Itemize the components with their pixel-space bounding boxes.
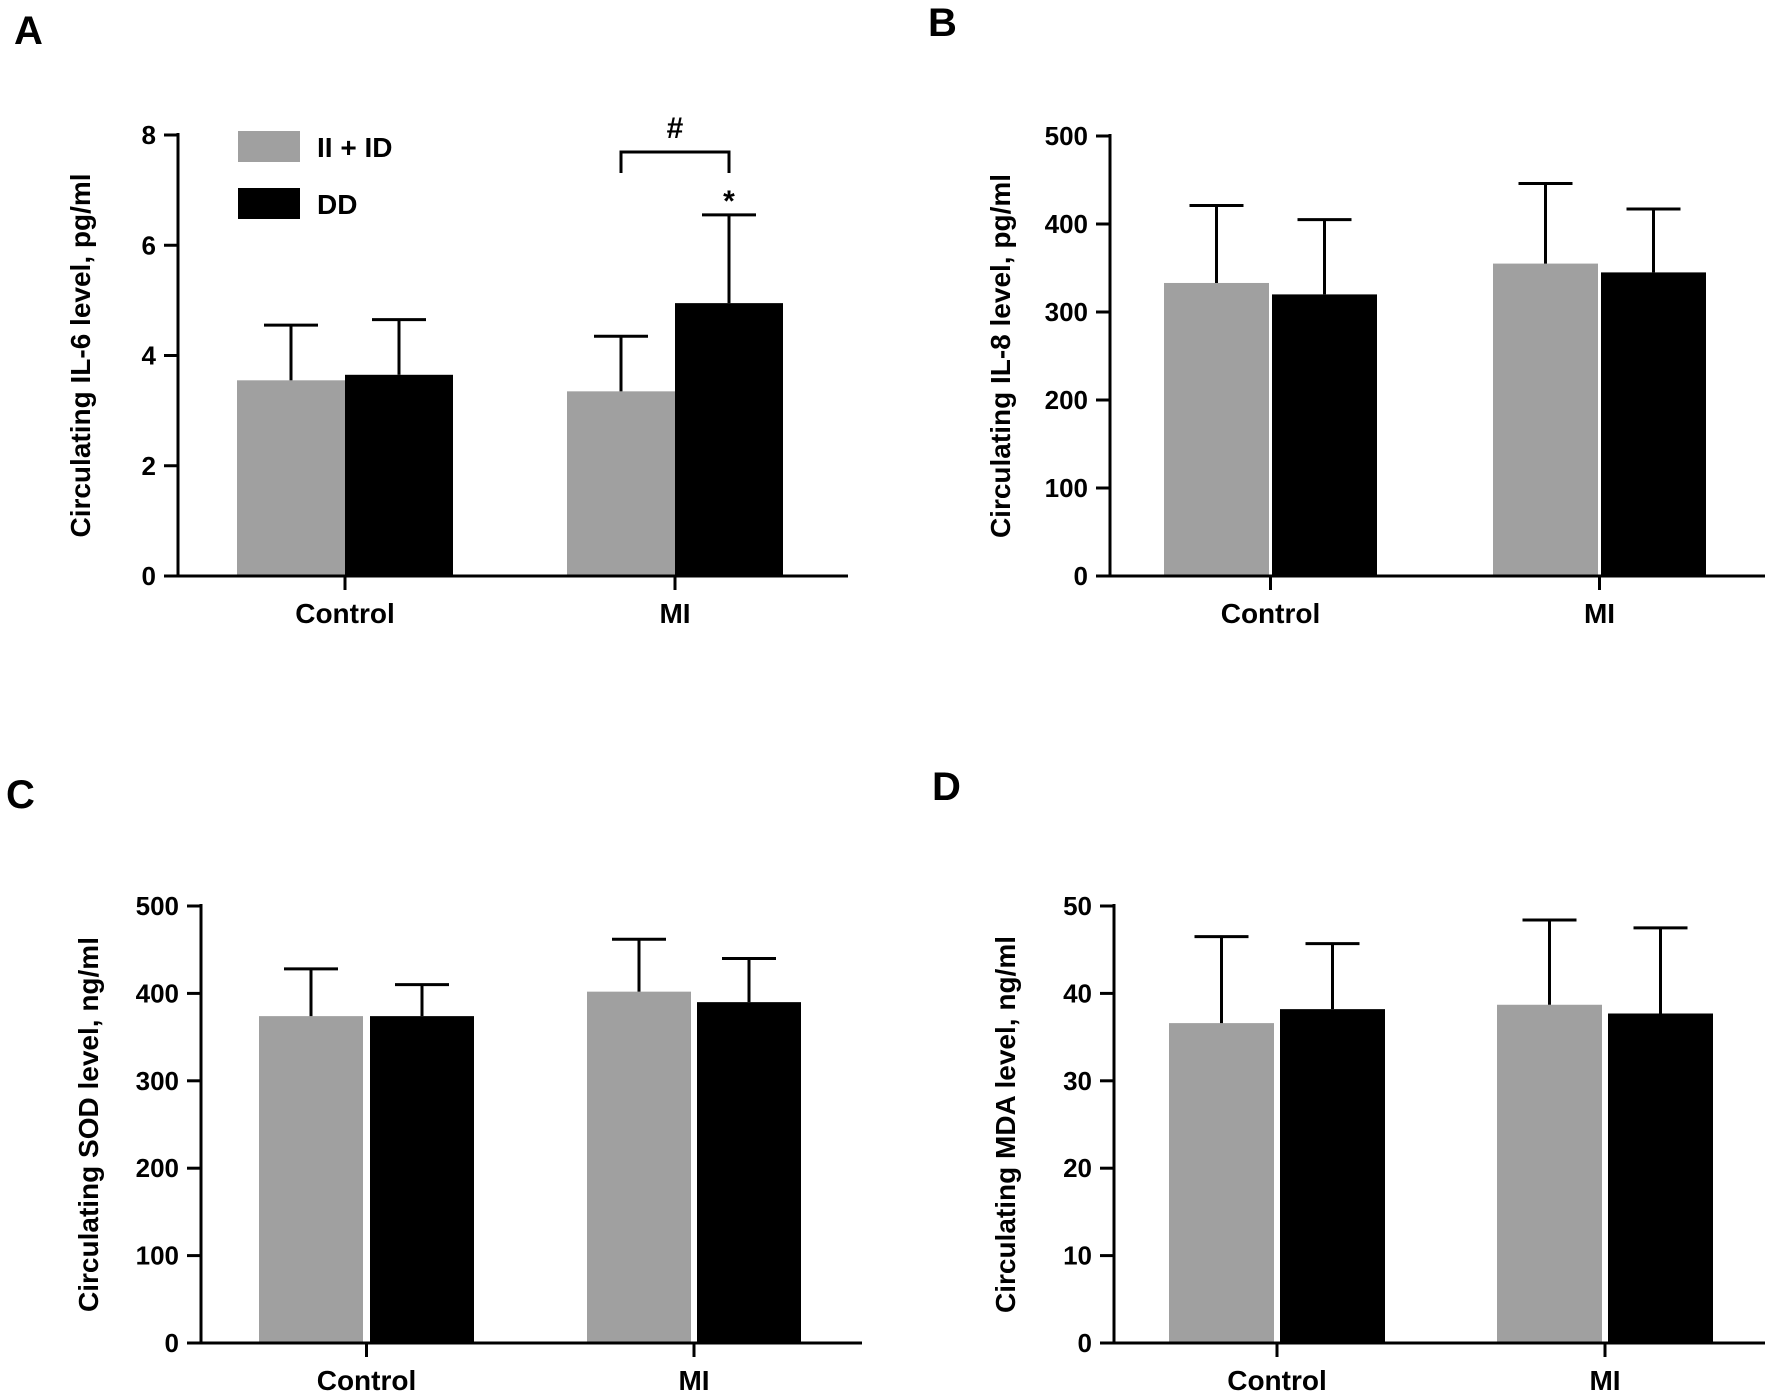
y-tick-label: 40 xyxy=(1063,978,1092,1008)
bar xyxy=(1164,282,1269,576)
bar xyxy=(1280,1009,1385,1343)
bar xyxy=(567,391,675,576)
x-tick-label: MI xyxy=(1589,1365,1620,1394)
y-tick-label: 0 xyxy=(142,561,156,591)
legend-label: DD xyxy=(317,189,357,220)
y-tick-label: 200 xyxy=(136,1153,179,1183)
bar xyxy=(370,1016,474,1343)
y-tick-label: 300 xyxy=(136,1066,179,1096)
y-tick-label: 0 xyxy=(165,1328,179,1358)
y-tick-label: 4 xyxy=(142,341,157,371)
chart-panel-d: D Circulating MDA level, ng/ml 0 10 20 30 40 50… xyxy=(932,765,1765,1394)
bar xyxy=(1169,1023,1274,1343)
bar xyxy=(1608,1013,1713,1343)
bar xyxy=(1493,263,1598,576)
y-tick-label: 2 xyxy=(142,451,156,481)
y-tick-label: 20 xyxy=(1063,1153,1092,1183)
bar xyxy=(1601,272,1706,576)
legend: II + ID DD xyxy=(238,131,392,220)
bar xyxy=(1497,1004,1602,1343)
x-tick-label: Control xyxy=(317,1365,417,1394)
panel-letter: D xyxy=(932,765,961,809)
significance-hash: # xyxy=(667,112,684,145)
legend-label: II + ID xyxy=(317,132,392,163)
bar xyxy=(697,1002,801,1343)
y-tick-label: 50 xyxy=(1063,891,1092,921)
significance-bracket xyxy=(619,150,731,173)
bar xyxy=(1272,294,1377,576)
x-tick-label: Control xyxy=(1221,598,1321,629)
y-tick-label: 30 xyxy=(1063,1066,1092,1096)
x-tick-label: MI xyxy=(1584,598,1615,629)
y-tick-label: 300 xyxy=(1045,297,1088,327)
y-axis-title: Circulating IL-8 level, pg/ml xyxy=(985,174,1016,538)
panel-letter: B xyxy=(928,1,957,45)
x-tick-label: Control xyxy=(295,598,395,629)
y-tick-label: 400 xyxy=(1045,209,1088,239)
y-axis-title: Circulating IL-6 level, pg/ml xyxy=(65,173,96,537)
chart-panel-b: B Circulating IL-8 level, pg/ml 0 100 200 300… xyxy=(928,1,1765,629)
y-tick-label: 0 xyxy=(1078,1328,1092,1358)
y-tick-label: 100 xyxy=(1045,473,1088,503)
significance-star: * xyxy=(723,185,735,218)
y-tick-label: 500 xyxy=(136,891,179,921)
x-tick-label: MI xyxy=(678,1365,709,1394)
y-tick-label: 0 xyxy=(1074,561,1088,591)
panel-letter: A xyxy=(14,9,43,53)
bar xyxy=(587,991,691,1343)
bar xyxy=(345,374,453,576)
y-tick-label: 10 xyxy=(1063,1241,1092,1271)
chart-panel-a: A Circulating IL-6 level, pg/ml 0 2 4 6 8 Contr… xyxy=(14,9,848,629)
y-tick-label: 8 xyxy=(142,120,156,150)
y-axis-title: Circulating SOD level, ng/ml xyxy=(73,937,104,1312)
panel-letter: C xyxy=(6,773,35,817)
chart-panel-c: C Circulating SOD level, ng/ml 0 100 200 300 4… xyxy=(6,773,862,1394)
y-tick-label: 400 xyxy=(136,978,179,1008)
bar xyxy=(259,1016,363,1343)
y-axis-title: Circulating MDA level, ng/ml xyxy=(990,936,1021,1313)
y-tick-label: 200 xyxy=(1045,385,1088,415)
y-tick-label: 500 xyxy=(1045,121,1088,151)
x-tick-label: Control xyxy=(1227,1365,1327,1394)
legend-swatch xyxy=(238,131,300,162)
bar xyxy=(675,303,783,576)
x-tick-label: MI xyxy=(659,598,690,629)
y-tick-label: 6 xyxy=(142,230,156,260)
bar xyxy=(237,380,345,576)
y-tick-label: 100 xyxy=(136,1241,179,1271)
legend-swatch xyxy=(238,188,300,219)
